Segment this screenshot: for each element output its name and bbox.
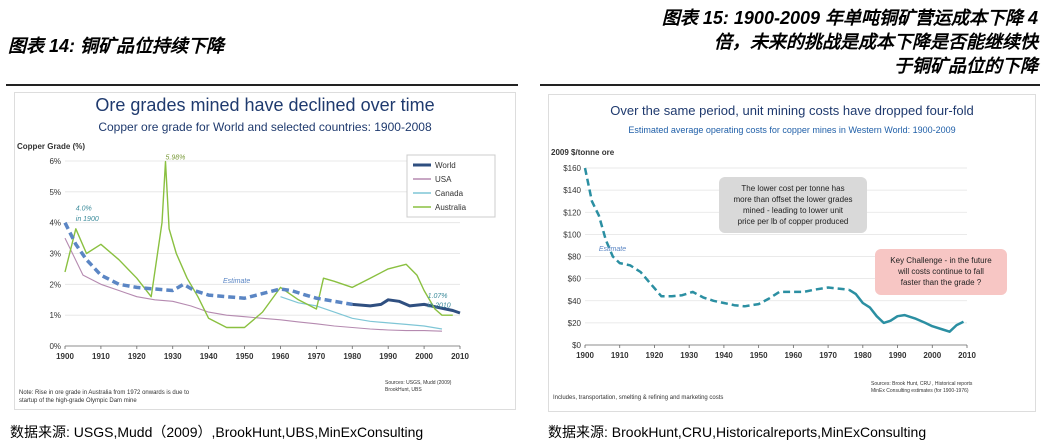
chart-subtitle: Estimated average operating costs for co… (628, 125, 955, 135)
chart-title: Ore grades mined have declined over time (95, 95, 434, 115)
x-tick-label: 1930 (164, 352, 182, 361)
y-tick-label: 6% (49, 157, 61, 166)
x-tick-label: 1910 (611, 351, 629, 360)
y-tick-label: 2% (49, 280, 61, 289)
title-rule-left (6, 84, 518, 86)
x-tick-label: 1900 (576, 351, 594, 360)
y-tick-label: $80 (568, 253, 582, 262)
y-tick-label: $0 (572, 341, 581, 350)
x-tick-label: 1910 (92, 352, 110, 361)
chart-sources: Sources: USGS, Mudd (2009) (385, 380, 452, 386)
source-caption-left: 数据来源: USGS,Mudd（2009）,BrookHunt,UBS,MinE… (10, 424, 424, 440)
callout-gray: The lower cost per tonne has more than o… (719, 177, 867, 233)
chart-sources: Sources: Brook Hunt, CRU , Historical re… (871, 381, 973, 387)
y-tick-label: $120 (563, 208, 581, 217)
legend: World USA Canada Australia (406, 154, 496, 218)
x-tick-label: 2000 (415, 352, 433, 361)
figure-15-title: 图表 15: 1900-2009 年单吨铜矿营运成本下降 4 倍，未来的挑战是成… (548, 6, 1038, 78)
callout-box (875, 249, 1007, 295)
x-tick-label: 1920 (646, 351, 664, 360)
x-tick-label: 1940 (715, 351, 733, 360)
x-tick-label: 1940 (200, 352, 218, 361)
y-tick-label: $40 (568, 297, 582, 306)
series-line-usa (64, 237, 443, 332)
y-tick-label: 5% (49, 188, 61, 197)
mining-cost-chart-panel: Over the same period, unit mining costs … (548, 94, 1036, 412)
y-tick-label: $140 (563, 186, 581, 195)
x-tick-label: 2010 (451, 352, 469, 361)
chart-subtitle: Copper ore grade for World and selected … (98, 120, 432, 134)
y-tick-label: 1% (49, 311, 61, 320)
x-tick-label: 1960 (272, 352, 290, 361)
x-tick-label: 1950 (236, 352, 254, 361)
ore-grade-chart: Ore grades mined have declined over time… (17, 95, 496, 404)
y-tick-label: $100 (563, 230, 581, 239)
chart-annotation: Estimate (599, 246, 626, 253)
y-tick-label: $160 (563, 164, 581, 173)
chart-note: Note: Rise in ore grade in Australia fro… (19, 390, 190, 396)
x-tick-label: 2000 (923, 351, 941, 360)
callout-box (719, 177, 867, 233)
series-line (583, 167, 850, 308)
legend-label: World (435, 161, 456, 170)
callout-line: mined - leading to lower unit (743, 206, 844, 215)
chart-annotation: 4.0% (76, 205, 92, 212)
y-tick-label: $20 (568, 319, 582, 328)
series-line (63, 221, 353, 307)
chart-annotation: 1.07% (428, 293, 448, 300)
chart-annotation: in 2010 (428, 302, 451, 309)
callout-pink: Key Challenge - in the future will costs… (875, 249, 1007, 295)
chart-title: Over the same period, unit mining costs … (610, 103, 973, 118)
legend-label: Australia (435, 203, 467, 212)
x-tick-label: 1900 (56, 352, 74, 361)
callout-line: The lower cost per tonne has (741, 184, 844, 193)
legend-label: USA (435, 175, 452, 184)
chart-annotation: 5.98% (166, 154, 186, 161)
x-tick-label: 1990 (889, 351, 907, 360)
callout-line: Key Challenge - in the future (890, 256, 992, 265)
chart-sources: MinEx Consulting estimates (for 1900-197… (871, 388, 969, 394)
y-tick-label: 3% (49, 250, 61, 259)
y-axis-label: 2009 $/tonne ore (551, 148, 615, 157)
y-tick-label: $60 (568, 275, 582, 284)
x-tick-label: 1970 (307, 352, 325, 361)
series-line-canada (280, 296, 443, 330)
callout-line: price per lb of copper produced (738, 217, 849, 226)
chart-annotation: in 1900 (76, 216, 99, 223)
plot-area: 0% 1% 2% 3% 4% 5% 6% 1900 1910 1920 1930 1940 1950 19… (49, 154, 469, 361)
y-axis-label: Copper Grade (%) (17, 142, 85, 151)
x-tick-label: 1950 (750, 351, 768, 360)
figure-15-title-line: 于铜矿品位的下降 (894, 56, 1038, 76)
x-tick-label: 1990 (379, 352, 397, 361)
chart-annotation: Estimate (223, 278, 250, 285)
chart-note: Includes, transportation, smelting & ref… (553, 395, 723, 401)
figure-15-title-line: 图表 15: 1900-2009 年单吨铜矿营运成本下降 4 (661, 8, 1038, 28)
series-line-australia (64, 160, 453, 329)
series-line (848, 288, 965, 333)
chart-note: startup of the high-grade Olympic Dam mi… (19, 398, 137, 404)
x-tick-label: 1980 (854, 351, 872, 360)
x-tick-label: 1960 (784, 351, 802, 360)
x-tick-label: 1920 (128, 352, 146, 361)
mining-cost-chart: Over the same period, unit mining costs … (551, 103, 1007, 401)
callout-line: more than offset the lower grades (733, 195, 852, 204)
series-line-world (352, 298, 461, 315)
source-caption-right: 数据来源: BrookHunt,CRU,Historicalreports,Mi… (548, 424, 927, 440)
x-tick-label: 1970 (819, 351, 837, 360)
legend-label: Canada (435, 189, 464, 198)
figure-14-title: 图表 14: 铜矿品位持续下降 (8, 36, 225, 56)
title-rule-right (540, 84, 1040, 86)
ore-grade-chart-panel: Ore grades mined have declined over time… (14, 92, 516, 410)
y-tick-label: 0% (49, 342, 61, 351)
figure-15-title-line: 倍，未来的挑战是成本下降是否能继续快 (714, 32, 1038, 52)
x-tick-label: 1930 (680, 351, 698, 360)
x-tick-label: 1980 (343, 352, 361, 361)
callout-line: faster than the grade ? (901, 278, 982, 287)
chart-sources: BrookHunt, UBS (385, 387, 422, 393)
x-tick-label: 2010 (958, 351, 976, 360)
y-tick-label: 4% (49, 219, 61, 228)
callout-line: will costs continue to fall (897, 267, 984, 276)
